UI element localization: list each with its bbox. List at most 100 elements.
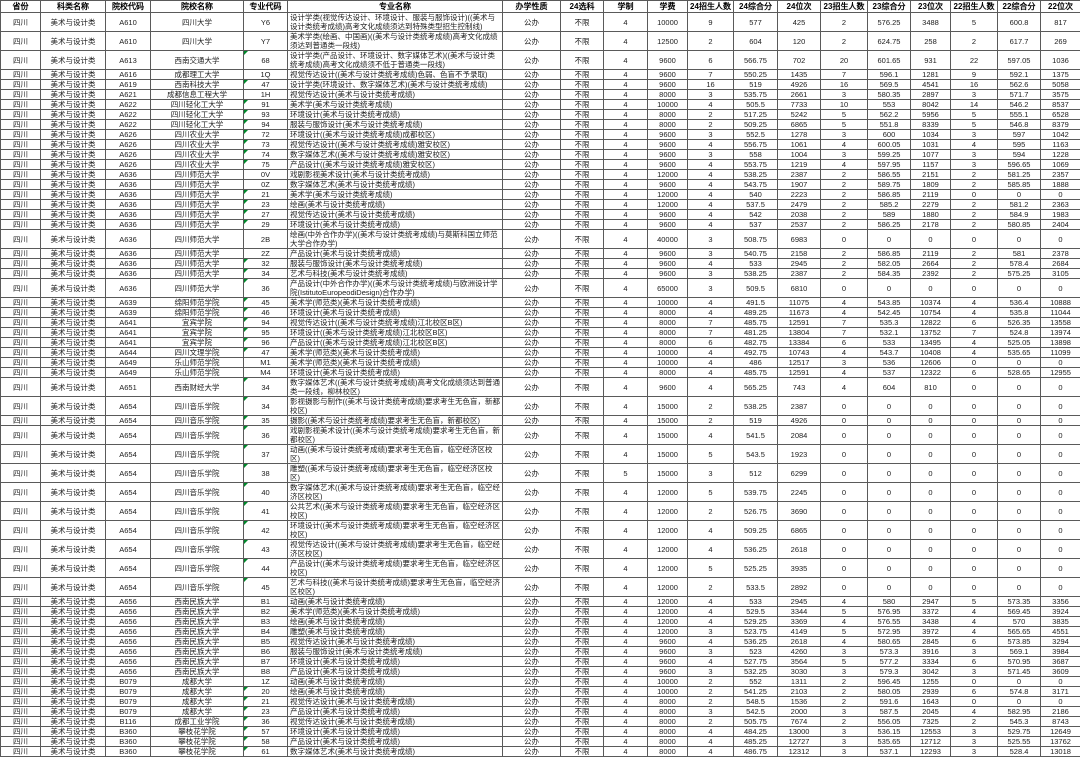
cell-major-code: Y6 bbox=[244, 13, 288, 32]
cell-rank-2022: 0 bbox=[1041, 190, 1080, 200]
cell-major-code: 34 bbox=[244, 378, 288, 397]
cell-score-2024: 533 bbox=[734, 597, 778, 607]
cell-score-2022: 617.7 bbox=[998, 32, 1041, 51]
cell-college-code: A636 bbox=[106, 259, 151, 269]
cell-major-name: 产品设计((美术与设计类统考成绩)雅安校区) bbox=[288, 160, 503, 170]
cell-subject-choice: 不限 bbox=[561, 607, 604, 617]
cell-subject-choice: 不限 bbox=[561, 647, 604, 657]
cell-rank-2024: 7733 bbox=[778, 100, 821, 110]
cell-province: 四川 bbox=[1, 110, 41, 120]
cell-tuition: 9600 bbox=[648, 160, 688, 170]
cell-enroll-2022: 3 bbox=[951, 130, 998, 140]
cell-rank-2024: 3030 bbox=[778, 667, 821, 677]
cell-score-2022: 0 bbox=[998, 483, 1041, 502]
cell-enroll-2024: 2 bbox=[688, 717, 734, 727]
cell-ownership: 公办 bbox=[503, 540, 561, 559]
cell-major-name: 服装与服饰设计(美术与设计类统考成绩) bbox=[288, 647, 503, 657]
cell-score-2024: 541.25 bbox=[734, 687, 778, 697]
cell-enroll-2024: 4 bbox=[688, 521, 734, 540]
cell-rank-2024: 425 bbox=[778, 13, 821, 32]
green-corner-flag-icon bbox=[244, 130, 248, 134]
cell-tuition: 9600 bbox=[648, 180, 688, 190]
cell-major-name: 绘画(美术与设计类统考成绩) bbox=[288, 687, 503, 697]
cell-tuition: 8000 bbox=[648, 747, 688, 757]
cell-score-2023: 572.95 bbox=[868, 627, 911, 637]
cell-score-2024: 523.75 bbox=[734, 627, 778, 637]
cell-category: 美术与设计类 bbox=[41, 483, 106, 502]
cell-duration: 4 bbox=[604, 677, 648, 687]
cell-rank-2023: 931 bbox=[911, 51, 951, 70]
cell-tuition: 15000 bbox=[648, 397, 688, 416]
cell-enroll-2023: 5 bbox=[821, 120, 868, 130]
cell-score-2023: 596.1 bbox=[868, 70, 911, 80]
cell-rank-2024: 13804 bbox=[778, 328, 821, 338]
green-corner-flag-icon bbox=[244, 80, 248, 84]
cell-score-2024: 533 bbox=[734, 259, 778, 269]
cell-college-name: 四川轻化工大学 bbox=[151, 110, 244, 120]
cell-category: 美术与设计类 bbox=[41, 502, 106, 521]
cell-duration: 4 bbox=[604, 120, 648, 130]
cell-college-code: A622 bbox=[106, 100, 151, 110]
cell-category: 美术与设计类 bbox=[41, 667, 106, 677]
cell-enroll-2022: 0 bbox=[951, 540, 998, 559]
cell-college-code: A616 bbox=[106, 70, 151, 80]
green-corner-flag-icon bbox=[244, 348, 248, 352]
cell-subject-choice: 不限 bbox=[561, 190, 604, 200]
cell-rank-2022: 10888 bbox=[1041, 298, 1080, 308]
cell-score-2022: 573.35 bbox=[998, 597, 1041, 607]
cell-score-2024: 509.25 bbox=[734, 521, 778, 540]
cell-major-code: 34 bbox=[244, 269, 288, 279]
cell-score-2022: 0 bbox=[998, 677, 1041, 687]
cell-score-2023: 536 bbox=[868, 358, 911, 368]
cell-college-name: 西南科技大学 bbox=[151, 80, 244, 90]
cell-score-2022: 581.25 bbox=[998, 170, 1041, 180]
cell-category: 美术与设计类 bbox=[41, 697, 106, 707]
cell-major-name: 美术学(美术与设计类统考成绩) bbox=[288, 190, 503, 200]
cell-score-2023: 580 bbox=[868, 597, 911, 607]
cell-duration: 4 bbox=[604, 249, 648, 259]
cell-college-code: A656 bbox=[106, 627, 151, 637]
cell-score-2024: 538.25 bbox=[734, 269, 778, 279]
cell-category: 美术与设计类 bbox=[41, 464, 106, 483]
cell-rank-2022: 0 bbox=[1041, 483, 1080, 502]
cell-ownership: 公办 bbox=[503, 737, 561, 747]
cell-major-code: 36 bbox=[244, 717, 288, 727]
cell-college-code: A613 bbox=[106, 51, 151, 70]
cell-major-name: 环境设计(美术与设计类统考成绩) bbox=[288, 368, 503, 378]
cell-duration: 4 bbox=[604, 607, 648, 617]
cell-rank-2022: 5058 bbox=[1041, 80, 1080, 90]
cell-major-name: 产品设计(美术与设计类统考成绩) bbox=[288, 249, 503, 259]
cell-enroll-2022: 0 bbox=[951, 445, 998, 464]
cell-tuition: 9600 bbox=[648, 647, 688, 657]
cell-subject-choice: 不限 bbox=[561, 445, 604, 464]
cell-rank-2022: 2357 bbox=[1041, 170, 1080, 180]
cell-ownership: 公办 bbox=[503, 298, 561, 308]
cell-ownership: 公办 bbox=[503, 190, 561, 200]
cell-ownership: 公办 bbox=[503, 502, 561, 521]
cell-rank-2022: 13898 bbox=[1041, 338, 1080, 348]
cell-score-2022: 0 bbox=[998, 397, 1041, 416]
cell-major-code: 36 bbox=[244, 279, 288, 298]
cell-score-2022: 0 bbox=[998, 190, 1041, 200]
cell-category: 美术与设计类 bbox=[41, 540, 106, 559]
cell-rank-2022: 1375 bbox=[1041, 70, 1080, 80]
green-corner-flag-icon bbox=[244, 464, 248, 468]
cell-score-2024: 485.25 bbox=[734, 737, 778, 747]
cell-province: 四川 bbox=[1, 318, 41, 328]
cell-rank-2023: 0 bbox=[911, 230, 951, 249]
green-corner-flag-icon bbox=[244, 521, 248, 525]
cell-duration: 4 bbox=[604, 578, 648, 597]
cell-ownership: 公办 bbox=[503, 707, 561, 717]
cell-college-name: 成都理工大学 bbox=[151, 70, 244, 80]
cell-college-code: A636 bbox=[106, 190, 151, 200]
cell-rank-2024: 10743 bbox=[778, 348, 821, 358]
cell-rank-2023: 1880 bbox=[911, 210, 951, 220]
cell-subject-choice: 不限 bbox=[561, 727, 604, 737]
cell-enroll-2022: 0 bbox=[951, 464, 998, 483]
